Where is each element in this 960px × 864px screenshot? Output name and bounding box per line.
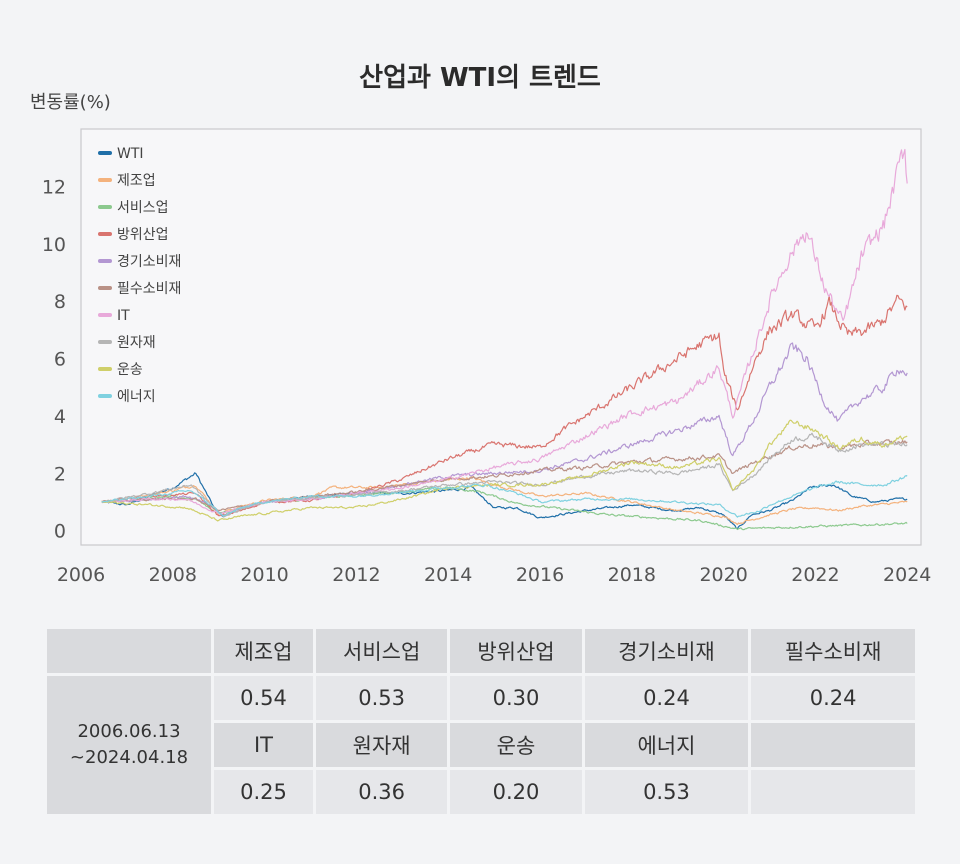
legend-entry: 방위산업 (117, 227, 169, 243)
table-header-cell: 원자재 (312, 720, 451, 770)
table-value-cell: 0.30 (447, 673, 585, 723)
table-row: 2006.06.13 ~2024.04.18 0.54 0.53 0.30 0.… (44, 673, 918, 817)
table-row: 제조업 서비스업 방위산업 경기소비재 필수소비재 (44, 626, 918, 676)
y-tick-label: 12 (42, 176, 66, 198)
x-tick-label: 2020 (699, 564, 747, 586)
table-corner-cell (44, 626, 214, 676)
x-tick-label: 2022 (791, 564, 839, 586)
table-value-cell: 0.54 (211, 673, 316, 723)
y-tick-label: 10 (42, 234, 66, 256)
table-header-cell (748, 720, 918, 770)
y-tick-label: 6 (54, 349, 66, 371)
y-axis-label: 변동률(%) (30, 92, 111, 113)
legend-entry: IT (117, 308, 130, 324)
plot-area (80, 128, 922, 546)
table-value-cell: 0.53 (581, 767, 752, 817)
x-tick-label: 2010 (240, 564, 288, 586)
table-value-cell: 0.25 (211, 767, 316, 817)
table-row: 0.25 0.36 0.20 0.53 (46, 767, 918, 817)
x-tick-label: 2012 (332, 564, 380, 586)
table-value-cell: 0.24 (581, 673, 752, 723)
table-header-cell: 서비스업 (312, 626, 451, 676)
series-line-9 (101, 475, 908, 518)
period-start: 2006.06.13 (77, 721, 181, 742)
x-tick-label: 2006 (57, 564, 105, 586)
legend-entry: WTI (117, 146, 144, 162)
table-value-cell (748, 767, 918, 817)
table-value-cell: 0.53 (312, 673, 451, 723)
period-end: ~2024.04.18 (69, 747, 189, 768)
x-tick-label: 2014 (424, 564, 472, 586)
series-line-6 (101, 148, 908, 515)
table-header-cell: IT (211, 720, 316, 770)
y-tick-label: 2 (54, 463, 66, 485)
x-tick-label: 2018 (608, 564, 656, 586)
legend-entry: 제조업 (117, 173, 156, 189)
table-value-cell: 0.20 (447, 767, 585, 817)
series-lines (101, 148, 908, 531)
table-header-cell: 운송 (447, 720, 585, 770)
table-value-cell: 0.36 (312, 767, 451, 817)
y-tick-label: 4 (54, 406, 66, 428)
legend-entry: 경기소비재 (117, 254, 181, 270)
table-header-cell: 경기소비재 (581, 626, 752, 676)
table-header-cell: 제조업 (211, 626, 316, 676)
table-header-cell: 방위산업 (447, 626, 585, 676)
y-tick-labels: 0 2 4 6 8 10 12 (42, 176, 66, 542)
table-value-cell: 0.24 (748, 673, 918, 723)
legend-entry: 운송 (117, 362, 143, 378)
legend-entry: 원자재 (117, 335, 156, 351)
legend-entry: 에너지 (117, 389, 156, 405)
table-row: IT 원자재 운송 에너지 (46, 720, 918, 770)
y-tick-label: 0 (54, 521, 66, 543)
x-tick-label: 2024 (883, 564, 931, 586)
series-line-8 (101, 419, 908, 522)
x-tick-label: 2008 (149, 564, 197, 586)
legend-entry: 필수소비재 (117, 281, 181, 297)
period-cell: 2006.06.13 ~2024.04.18 (44, 673, 214, 817)
y-tick-label: 8 (54, 291, 66, 313)
correlation-table: 제조업 서비스업 방위산업 경기소비재 필수소비재 2006.06.13 ~20… (44, 626, 918, 817)
x-tick-label: 2016 (516, 564, 564, 586)
legend-entry: 서비스업 (117, 200, 169, 216)
chart-title: 산업과 WTI의 트렌드 (359, 63, 601, 93)
table-header-cell: 필수소비재 (748, 626, 918, 676)
table-header-cell: 에너지 (581, 720, 752, 770)
x-tick-labels: 2006 2008 2010 2012 2014 2016 2018 2020 2022 2024 (57, 564, 932, 586)
